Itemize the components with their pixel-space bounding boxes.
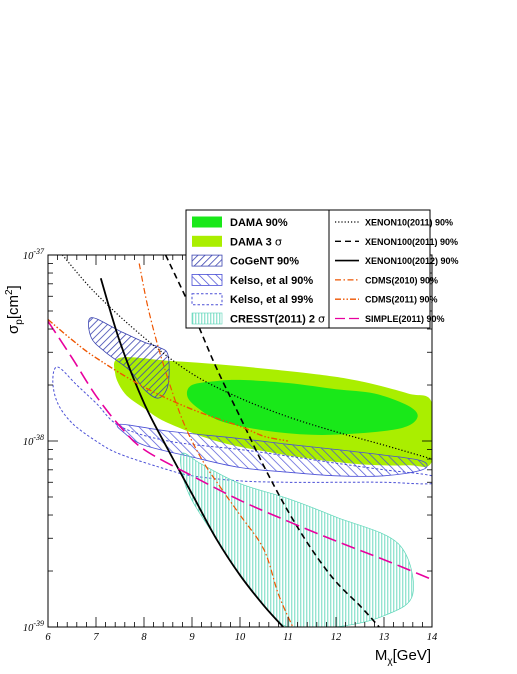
legend-swatch-kelso99 — [191, 293, 223, 306]
x-tick-label: 13 — [379, 632, 390, 643]
x-tick-labels: 6 7 8 9 10 11 12 13 14 — [45, 632, 438, 643]
legend-label: CoGeNT 90% — [230, 256, 299, 268]
x-tick-label: 11 — [283, 632, 293, 643]
legend-label: SIMPLE(2011) 90% — [365, 314, 445, 324]
y-tick-label: 10-37 — [23, 247, 45, 262]
y-tick-label: 10-38 — [23, 433, 44, 448]
curve-cdms-2010-90 — [138, 263, 294, 627]
legend-swatch-dama90 — [192, 216, 222, 228]
legend-swatch-kelso90 — [191, 273, 223, 286]
curve-simple-2011-90 — [48, 320, 432, 581]
curve-cdms-2011-90 — [48, 318, 289, 442]
x-tick-label: 6 — [45, 632, 51, 643]
signal-regions — [52, 317, 432, 627]
x-tick-label: 9 — [189, 632, 195, 643]
legend-label: DAMA 90% — [230, 217, 288, 229]
curve-xenon100-2012-90 — [99, 277, 284, 627]
x-tick-label: 7 — [93, 632, 99, 643]
legend-label: CDMS(2011) 90% — [365, 295, 438, 305]
legend-label: CDMS(2010) 90% — [365, 275, 438, 285]
y-axis-title: σp[cm2] — [4, 285, 25, 334]
region-cresst-2011-2 — [180, 452, 414, 627]
legend: DAMA 90% DAMA 3 σ CoGeNT 90% Kelso, et al 9… — [185, 209, 459, 329]
legend-label: XENON100(2011) 90% — [365, 237, 458, 247]
x-tick-label: 12 — [331, 632, 342, 643]
region-cogent-90 — [88, 317, 170, 399]
x-tick-label: 10 — [235, 632, 246, 643]
x-axis-title: Mχ[GeV] — [375, 647, 431, 667]
legend-label: XENON100(2012) 90% — [365, 256, 459, 266]
legend-swatch-dama3s — [192, 235, 222, 247]
legend-box — [185, 209, 431, 329]
legend-label: DAMA 3 σ — [230, 235, 282, 248]
x-tick-label: 8 — [141, 632, 147, 643]
y-tick-labels: 10-39 10-38 10-37 — [23, 247, 45, 634]
legend-label: Kelso, et al 90% — [230, 275, 313, 287]
curve-xenon100-2011-90 — [164, 255, 380, 627]
legend-label: Kelso, et al 99% — [230, 294, 313, 306]
legend-label: XENON10(2011) 90% — [365, 218, 453, 228]
region-dama-90 — [186, 379, 418, 435]
exclusion-curves — [48, 255, 432, 627]
legend-swatch-cogent — [191, 254, 223, 267]
x-tick-label: 14 — [427, 632, 438, 643]
y-tick-label: 10-39 — [23, 619, 44, 634]
legend-swatch-cresst — [191, 312, 223, 325]
legend-label: CRESST(2011) 2 σ — [230, 313, 325, 326]
